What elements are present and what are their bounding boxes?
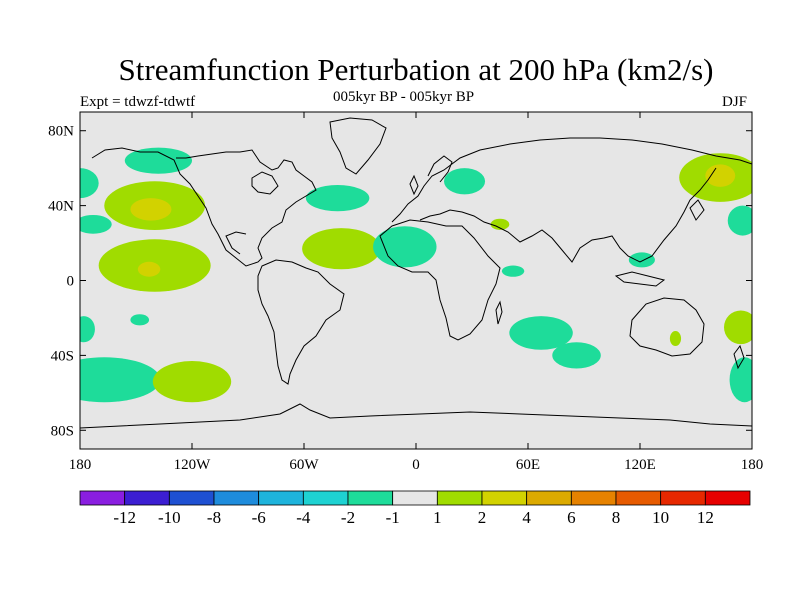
y-tick-label-1: 40N	[48, 199, 74, 215]
contour-region-20	[705, 164, 736, 187]
contour-region-21	[628, 252, 655, 268]
colorbar-label-9: 4	[522, 508, 531, 527]
contour-region-9	[80, 357, 161, 403]
x-axis: 180 120W 60W 0 60E 120E 180	[69, 112, 764, 473]
x-tick-label-1: 120W	[174, 457, 212, 473]
colorbar-label-4: -4	[296, 508, 311, 527]
colorbar-swatch-10	[526, 490, 572, 506]
contour-region-22	[727, 205, 752, 236]
colorbar-swatch-5	[302, 490, 349, 506]
y-tick-label-4: 80S	[51, 423, 74, 439]
coast-north-america	[91, 147, 317, 267]
coast-gulf	[225, 231, 247, 255]
contour-region-14	[444, 168, 486, 195]
colorbar-label-5: -2	[341, 508, 355, 527]
colorbar-label-0: -12	[113, 508, 136, 527]
colorbar-label-1: -10	[158, 508, 181, 527]
colorbar-label-8: 2	[478, 508, 487, 527]
colorbar-swatch-11	[570, 490, 617, 506]
contour-region-16	[501, 265, 525, 277]
contour-region-3	[130, 198, 172, 221]
y-tick-label-2: 0	[67, 274, 75, 290]
contour-region-17	[509, 316, 573, 350]
colorbar-label-11: 8	[612, 508, 621, 527]
season-label: DJF	[722, 94, 748, 110]
colorbar-swatch-3	[213, 490, 260, 506]
coast-hudson-bay	[251, 171, 279, 195]
coast-indonesia	[614, 271, 666, 287]
contour-region-0	[80, 168, 99, 199]
coast-australia	[629, 297, 705, 357]
x-tick-label-3: 0	[412, 457, 420, 473]
colorbar-swatch-4	[258, 490, 304, 506]
colorbar-swatch-8	[436, 490, 483, 506]
colorbar-swatch-12	[615, 490, 662, 506]
x-tick-label-5: 120E	[624, 457, 656, 473]
colorbar-label-10: 6	[567, 508, 576, 527]
coast-south-america	[257, 259, 345, 385]
contour-region-8	[80, 316, 95, 343]
colorbar-label-13: 12	[697, 508, 714, 527]
contour-region-6	[137, 261, 161, 277]
chart-subtitle: 005kyr BP - 005kyr BP	[333, 89, 475, 105]
contour-region-18	[552, 342, 601, 369]
colorbar-label-12: 10	[652, 508, 669, 527]
contour-region-11	[305, 185, 370, 212]
colorbar-label-7: 1	[433, 508, 442, 527]
contour-region-15	[490, 218, 510, 230]
x-tick-label-0: 180	[69, 457, 92, 473]
colorbar-swatch-6	[347, 490, 394, 506]
coast-africa	[379, 219, 501, 341]
coast-greenland	[329, 117, 387, 175]
chart-title: Streamfunction Perturbation at 200 hPa (…	[118, 52, 714, 87]
coast-britain	[409, 174, 419, 196]
contour-region-23	[724, 310, 752, 345]
y-tick-label-3: 40S	[51, 348, 74, 364]
contour-region-1	[124, 147, 192, 174]
contour-region-13	[373, 226, 437, 268]
contour-regions	[80, 147, 752, 403]
coast-japan	[689, 199, 705, 221]
colorbar-swatch-7	[392, 490, 438, 506]
x-tick-label-4: 60E	[516, 457, 540, 473]
coast-scandinavia	[427, 155, 453, 183]
colorbar-label-6: -1	[386, 508, 400, 527]
colorbar-label-2: -8	[207, 508, 221, 527]
colorbar-swatch-14	[704, 490, 751, 506]
coast-antarctica	[80, 403, 752, 429]
colorbar-swatch-13	[660, 490, 706, 506]
contour-region-25	[669, 331, 682, 347]
contour-region-24	[729, 357, 752, 403]
colorbar-swatch-9	[481, 490, 528, 506]
coast-madagascar	[495, 300, 503, 325]
y-tick-label-0: 80N	[48, 124, 74, 140]
x-tick-label-2: 60W	[289, 457, 319, 473]
coast-new-zealand	[733, 344, 745, 370]
y-axis: 80N 40N 0 40S 80S	[48, 124, 752, 439]
colorbar-label-3: -6	[252, 508, 266, 527]
x-tick-label-6: 180	[741, 457, 764, 473]
coast-eurasia	[391, 137, 752, 263]
contour-region-12	[302, 228, 381, 270]
contour-region-4	[80, 214, 112, 234]
colorbar-swatch-1	[124, 490, 170, 506]
contour-region-7	[130, 314, 150, 326]
colorbar: -12 -10 -8 -6 -4 -2 -1 1 2 4 6 8 10 12	[79, 490, 751, 527]
coastlines	[80, 117, 752, 429]
colorbar-swatch-2	[168, 490, 215, 506]
experiment-label: Expt = tdwzf-tdwtf	[80, 94, 196, 110]
colorbar-swatch-0	[79, 490, 126, 506]
contour-region-10	[152, 361, 232, 403]
